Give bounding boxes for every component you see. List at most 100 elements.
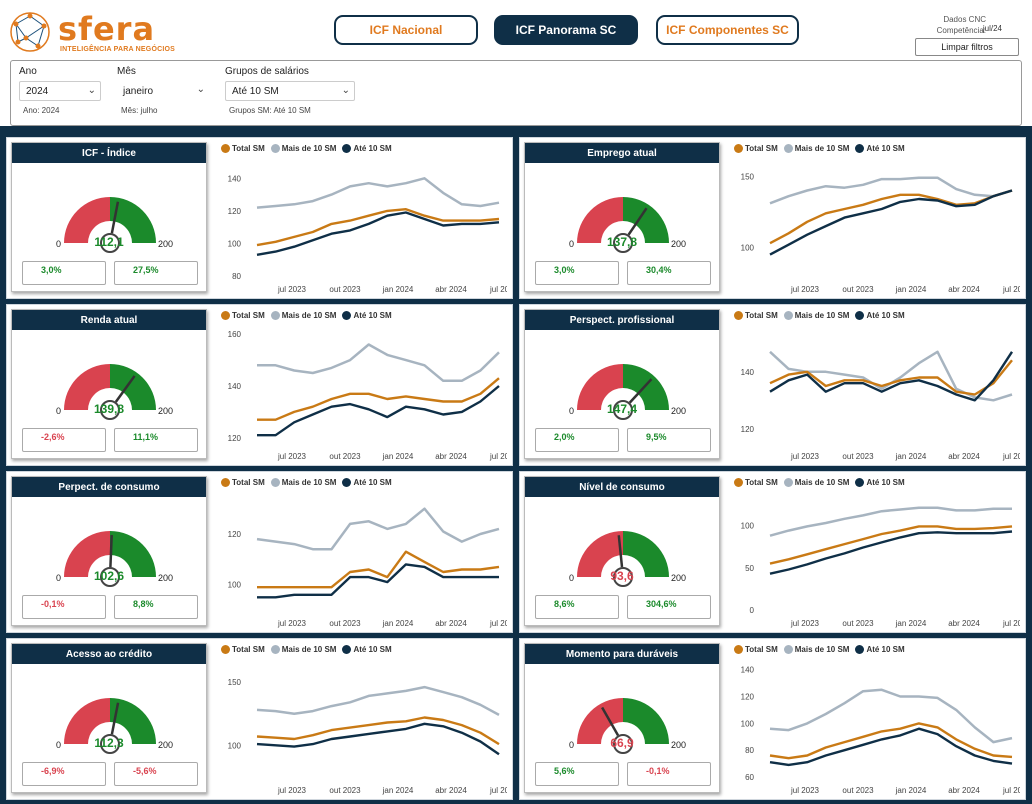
brand-tagline: INTELIGÊNCIA PARA NEGÓCIOS bbox=[60, 46, 176, 53]
gauge-min-label: 0 bbox=[56, 573, 62, 583]
x-tick-label: out 2023 bbox=[329, 619, 361, 628]
legend-item[interactable]: Total SM bbox=[221, 645, 265, 654]
source-info: Dados CNC Competência: bbox=[937, 14, 986, 36]
gauge-hub bbox=[100, 734, 120, 754]
gauge-high-zone bbox=[110, 197, 156, 243]
globe-icon bbox=[10, 12, 50, 52]
filter-grupo-select[interactable]: Até 10 SM ⌄ bbox=[225, 81, 355, 101]
legend-label: Total SM bbox=[745, 144, 778, 153]
gauge-needle bbox=[110, 702, 120, 735]
gauge-min-label: 0 bbox=[56, 740, 62, 750]
gauge-max-label: 200 bbox=[158, 573, 174, 583]
clear-filters-button[interactable]: Limpar filtros bbox=[915, 38, 1019, 56]
filter-mes-select[interactable]: janeiro ⌄ bbox=[117, 81, 209, 101]
variation-year-box: 9,5% bbox=[627, 428, 711, 452]
tab-icf-panorama-sc[interactable]: ICF Panorama SC bbox=[494, 15, 638, 45]
tab-icf-componentes-sc[interactable]: ICF Componentes SC bbox=[656, 15, 799, 45]
legend-item[interactable]: Mais de 10 SM bbox=[783, 645, 849, 654]
gauge-value: 112,3 bbox=[94, 736, 124, 750]
indicator-title: Momento para duráveis bbox=[525, 644, 719, 664]
gauge-value: 147,4 bbox=[606, 402, 638, 416]
filter-grupo-value: Até 10 SM bbox=[232, 85, 279, 97]
series-line-total-sm bbox=[769, 525, 1013, 565]
legend-item[interactable]: Até 10 SM bbox=[342, 478, 392, 487]
legend-item[interactable]: Até 10 SM bbox=[342, 645, 392, 654]
variation-month-box: 2,0% bbox=[535, 428, 619, 452]
legend-dot-icon bbox=[855, 311, 865, 320]
legend-item[interactable]: Mais de 10 SM bbox=[783, 144, 849, 153]
legend-label: Até 10 SM bbox=[866, 144, 905, 153]
legend-item[interactable]: Total SM bbox=[734, 144, 778, 153]
y-tick-label: 50 bbox=[745, 564, 754, 573]
gauge-chart bbox=[577, 531, 669, 587]
legend-item[interactable]: Total SM bbox=[221, 144, 265, 153]
legend-item[interactable]: Mais de 10 SM bbox=[270, 645, 336, 654]
gauge-max-label: 200 bbox=[671, 740, 687, 750]
gauge-needle bbox=[114, 375, 136, 403]
series-line-ate-10sm bbox=[769, 727, 1013, 767]
line-chart: 0 50 100 jul 2023 out 2023 jan 2024 abr 2024 ju… bbox=[741, 506, 1020, 628]
legend-dot-icon bbox=[783, 144, 793, 153]
legend-item[interactable]: Total SM bbox=[734, 478, 778, 487]
legend-item[interactable]: Total SM bbox=[221, 478, 265, 487]
x-tick-label: jul 2024 bbox=[489, 285, 507, 294]
variation-year-box: -0,1% bbox=[627, 762, 711, 786]
legend-item[interactable]: Até 10 SM bbox=[855, 144, 905, 153]
gauge-low-zone bbox=[577, 364, 623, 410]
variation-month-box: 8,6% bbox=[535, 595, 619, 619]
legend-item[interactable]: Total SM bbox=[221, 311, 265, 320]
indicator-title: Perpect. de consumo bbox=[12, 477, 206, 497]
y-tick-label: 100 bbox=[741, 719, 755, 728]
legend-dot-icon bbox=[734, 311, 743, 320]
x-tick-label: abr 2024 bbox=[948, 285, 980, 294]
x-tick-label: jan 2024 bbox=[895, 786, 927, 795]
gauge-min-label: 0 bbox=[569, 406, 575, 416]
series-line-total-sm bbox=[769, 189, 1013, 245]
x-tick-label: abr 2024 bbox=[948, 786, 980, 795]
line-chart: 120 140 jul 2023 out 2023 jan 2024 abr 2024 ju… bbox=[741, 350, 1020, 461]
series-line-ate-10sm bbox=[769, 189, 1013, 256]
gauge-high-zone bbox=[110, 364, 156, 410]
legend-item[interactable]: Até 10 SM bbox=[342, 311, 392, 320]
legend-dot-icon bbox=[270, 478, 280, 487]
legend-item[interactable]: Mais de 10 SM bbox=[270, 144, 336, 153]
filter-ano-select[interactable]: 2024 ⌄ bbox=[19, 81, 101, 101]
gauge-value: 137,8 bbox=[606, 235, 638, 249]
legend-item[interactable]: Até 10 SM bbox=[855, 478, 905, 487]
gauge-card: Renda atual 139,8 0 200 -2,6% 11,1% bbox=[11, 309, 207, 459]
legend-dot-icon bbox=[783, 645, 793, 654]
legend-item[interactable]: Até 10 SM bbox=[342, 144, 392, 153]
chevron-down-icon: ⌄ bbox=[87, 85, 96, 96]
gauge-chart bbox=[64, 364, 156, 420]
y-tick-label: 60 bbox=[745, 773, 754, 782]
y-tick-label: 140 bbox=[228, 174, 242, 183]
gauge-needle bbox=[110, 201, 120, 234]
source-line1: Dados CNC bbox=[943, 15, 986, 24]
x-tick-label: jul 2023 bbox=[790, 285, 820, 294]
legend-item[interactable]: Até 10 SM bbox=[855, 311, 905, 320]
gauge-hub bbox=[613, 400, 633, 420]
legend-item[interactable]: Total SM bbox=[734, 311, 778, 320]
legend-item[interactable]: Mais de 10 SM bbox=[783, 311, 849, 320]
legend-item[interactable]: Total SM bbox=[734, 645, 778, 654]
gauge-needle bbox=[617, 535, 624, 568]
variation-month-box: 3,0% bbox=[535, 261, 619, 285]
legend-item[interactable]: Até 10 SM bbox=[855, 645, 905, 654]
legend-item[interactable]: Mais de 10 SM bbox=[270, 311, 336, 320]
legend-item[interactable]: Mais de 10 SM bbox=[783, 478, 849, 487]
gauge-high-zone bbox=[110, 531, 156, 577]
gauge-value: 93,6 bbox=[610, 569, 634, 583]
chart-legend: Total SM Mais de 10 SM Até 10 SM bbox=[221, 478, 392, 487]
series-line-ate-10sm bbox=[769, 530, 1013, 575]
x-tick-label: out 2023 bbox=[329, 786, 361, 795]
gauge-value: 112,1 bbox=[94, 235, 124, 249]
tab-icf-nacional[interactable]: ICF Nacional bbox=[334, 15, 478, 45]
x-tick-label: jul 2024 bbox=[489, 786, 507, 795]
x-tick-label: jul 2023 bbox=[790, 619, 820, 628]
sfera-logo: sfera INTELIGÊNCIA PARA NEGÓCIOS bbox=[8, 8, 178, 58]
filter-bar: Ano 2024 ⌄ Ano: 2024 Mês janeiro ⌄ Mês: … bbox=[10, 60, 1022, 126]
legend-item[interactable]: Mais de 10 SM bbox=[270, 478, 336, 487]
x-tick-label: jul 2024 bbox=[1002, 619, 1020, 628]
x-tick-label: abr 2024 bbox=[435, 619, 467, 628]
variation-year-box: 27,5% bbox=[114, 261, 198, 285]
